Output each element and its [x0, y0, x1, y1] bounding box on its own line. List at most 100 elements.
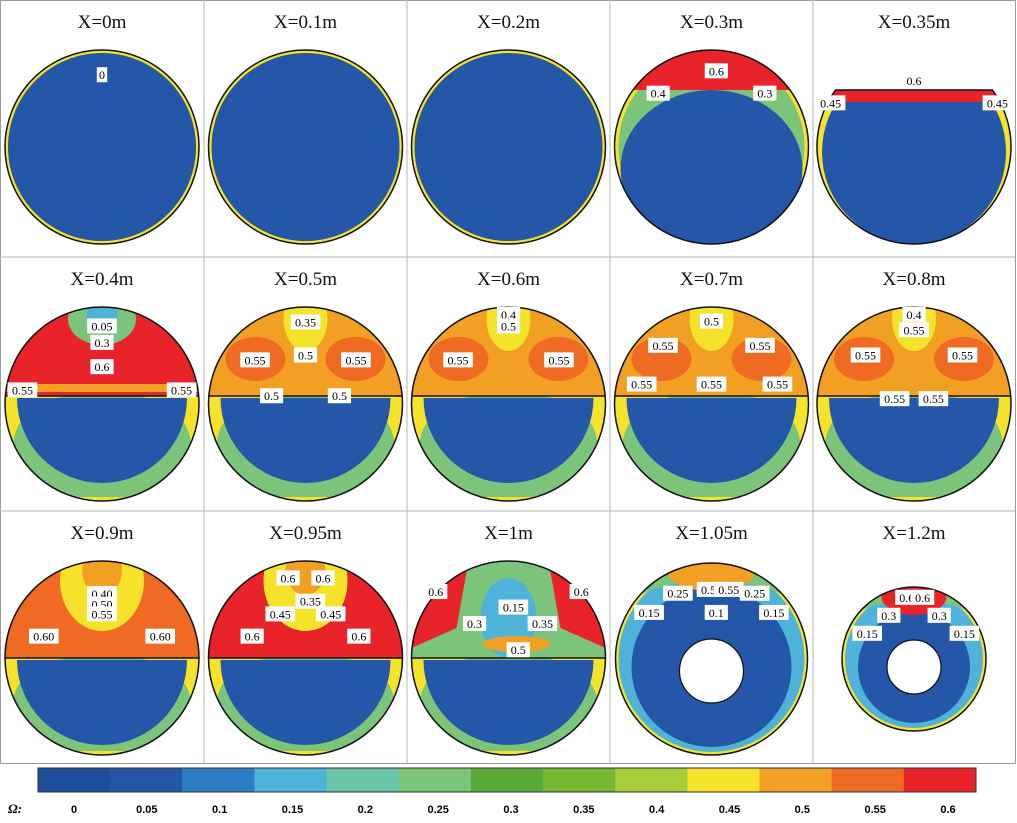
contour-label-box: [96, 67, 108, 83]
colorbar-swatch: [903, 768, 977, 792]
inner-pipe: [678, 638, 745, 704]
contour-label: 0.55: [92, 607, 113, 621]
contour-panel: X=0.4m 0.05 0.3 0.6 0.55 0.55: [4, 269, 200, 502]
contour-label: 0.4: [651, 87, 666, 101]
contour-label-box: [315, 606, 346, 622]
colorbar-swatch: [543, 768, 616, 792]
contour-label: 0.60: [33, 630, 54, 644]
contour-field: [208, 561, 403, 755]
panel-grid: [0, 0, 1016, 764]
colorbar-swatch: [615, 768, 688, 792]
contour-label: 0.35: [300, 595, 321, 609]
pipe-outline: [207, 306, 404, 502]
contour-label: 0.55: [904, 323, 925, 337]
field-red: [817, 90, 1011, 102]
panel-title: X=0.3m: [680, 12, 743, 33]
contour-label-box: [87, 318, 117, 334]
contour-label-box: [569, 584, 593, 600]
contour-label-box: [7, 382, 38, 398]
contour-label: 0.55: [12, 383, 33, 397]
contour-label-box: [290, 314, 321, 330]
colorbar-tick: 0.2: [358, 804, 373, 816]
contour-label-box: [739, 585, 770, 601]
contour-label: 0.4: [907, 308, 922, 322]
field-blue: [211, 53, 400, 241]
contour-label: 0.55: [767, 378, 788, 392]
colorbar-tick: 0.1: [212, 804, 227, 816]
field-blue: [423, 398, 594, 483]
contour-label: 0.6: [428, 585, 443, 599]
contour-label: 0.55: [345, 353, 366, 367]
contour-label-box: [259, 388, 284, 404]
contour-field: [817, 307, 1011, 501]
contour-label-box: [918, 391, 949, 407]
contour-label-box: [713, 581, 744, 597]
contour-label: 0.35: [295, 316, 316, 330]
panel-title: X=0.4m: [71, 269, 134, 290]
contour-label-box: [982, 95, 1013, 111]
colorbar-tick: 0.55: [864, 804, 885, 816]
contour-label-box: [704, 63, 728, 79]
contour-label-box: [626, 376, 657, 392]
field-blue: [829, 398, 999, 483]
contour-label-box: [949, 625, 980, 641]
contour-label: 0.45: [987, 96, 1008, 110]
contour-label-box: [166, 382, 197, 398]
contour-label-box: [815, 95, 846, 111]
contour-label: 0.15: [763, 606, 784, 620]
contour-label: 0.3: [95, 336, 110, 350]
colorbar-swatch: [182, 768, 255, 792]
panel-title: X=0.35m: [878, 12, 951, 33]
contour-label: 0.6: [574, 585, 589, 599]
contour-label-box: [899, 322, 929, 338]
field-blue: [626, 398, 797, 483]
contour-label: 0.15: [954, 627, 975, 641]
contour-label-box: [90, 334, 114, 350]
contour-label-box: [753, 85, 777, 101]
contour-label-box: [850, 347, 881, 363]
contour-label: 0.3: [881, 609, 896, 623]
contour-label-box: [902, 73, 926, 89]
colorbar-swatch: [687, 768, 761, 792]
panel-title: X=1.2m: [883, 523, 946, 544]
contour-panel: X=0.5m 0.35 0.55 0.5 0.55 0.5 0.5: [207, 269, 404, 502]
contour-label: 0.6: [315, 571, 330, 585]
panel-title: X=0.2m: [477, 12, 540, 33]
contour-panel: X=0.7m 0.5 0.55 0.55 0.55 0.55 0.55: [613, 269, 810, 502]
contour-label-box: [663, 585, 693, 601]
contour-label: 0.3: [757, 87, 772, 101]
contour-label-box: [879, 391, 910, 407]
contour-label: 0.6: [915, 591, 930, 605]
contour-label: 0.60: [150, 630, 171, 644]
pipe-outline: [841, 586, 987, 732]
contour-label-box: [293, 347, 318, 363]
contour-label-box: [498, 599, 529, 615]
contour-label: 0.55: [923, 392, 944, 406]
contour-field: [411, 307, 606, 501]
colorbar-tick: 0.35: [573, 804, 594, 816]
contour-label-box: [704, 604, 728, 620]
colorbar: Ω: 0 0.05 0.1 0.15 0.2 0.25 0.3 0.35 0.4 0.45 0.5 0.…: [8, 767, 977, 816]
colorbar-tick: 0.25: [427, 804, 448, 816]
contour-label-box: [762, 376, 793, 392]
contour-label: 0.4: [501, 308, 516, 322]
panel-title: X=0.6m: [477, 269, 540, 290]
contour-label: 0.5: [704, 315, 719, 329]
contour-label: 0.5: [511, 643, 526, 657]
contour-label-box: [927, 607, 951, 623]
contour-label-box: [265, 606, 296, 622]
pipe-outline: [207, 49, 404, 245]
contour-panel: X=0.35m 0.6 0.45 0.45: [815, 12, 1013, 245]
field-blue: [620, 90, 803, 244]
pipe-outline: [410, 560, 607, 756]
contour-label-box: [347, 628, 371, 644]
colorbar-swatch: [759, 768, 833, 792]
contour-label: 0.3: [467, 617, 482, 631]
contour-label: 0.15: [639, 606, 660, 620]
contour-label-box: [947, 347, 978, 363]
contour-label: 0.55: [245, 353, 266, 367]
contour-panel: X=0.9m0.400.500.550.60 0.60: [4, 523, 200, 756]
contour-label: 0.45: [270, 607, 291, 621]
contour-label: 0.55: [855, 349, 876, 363]
